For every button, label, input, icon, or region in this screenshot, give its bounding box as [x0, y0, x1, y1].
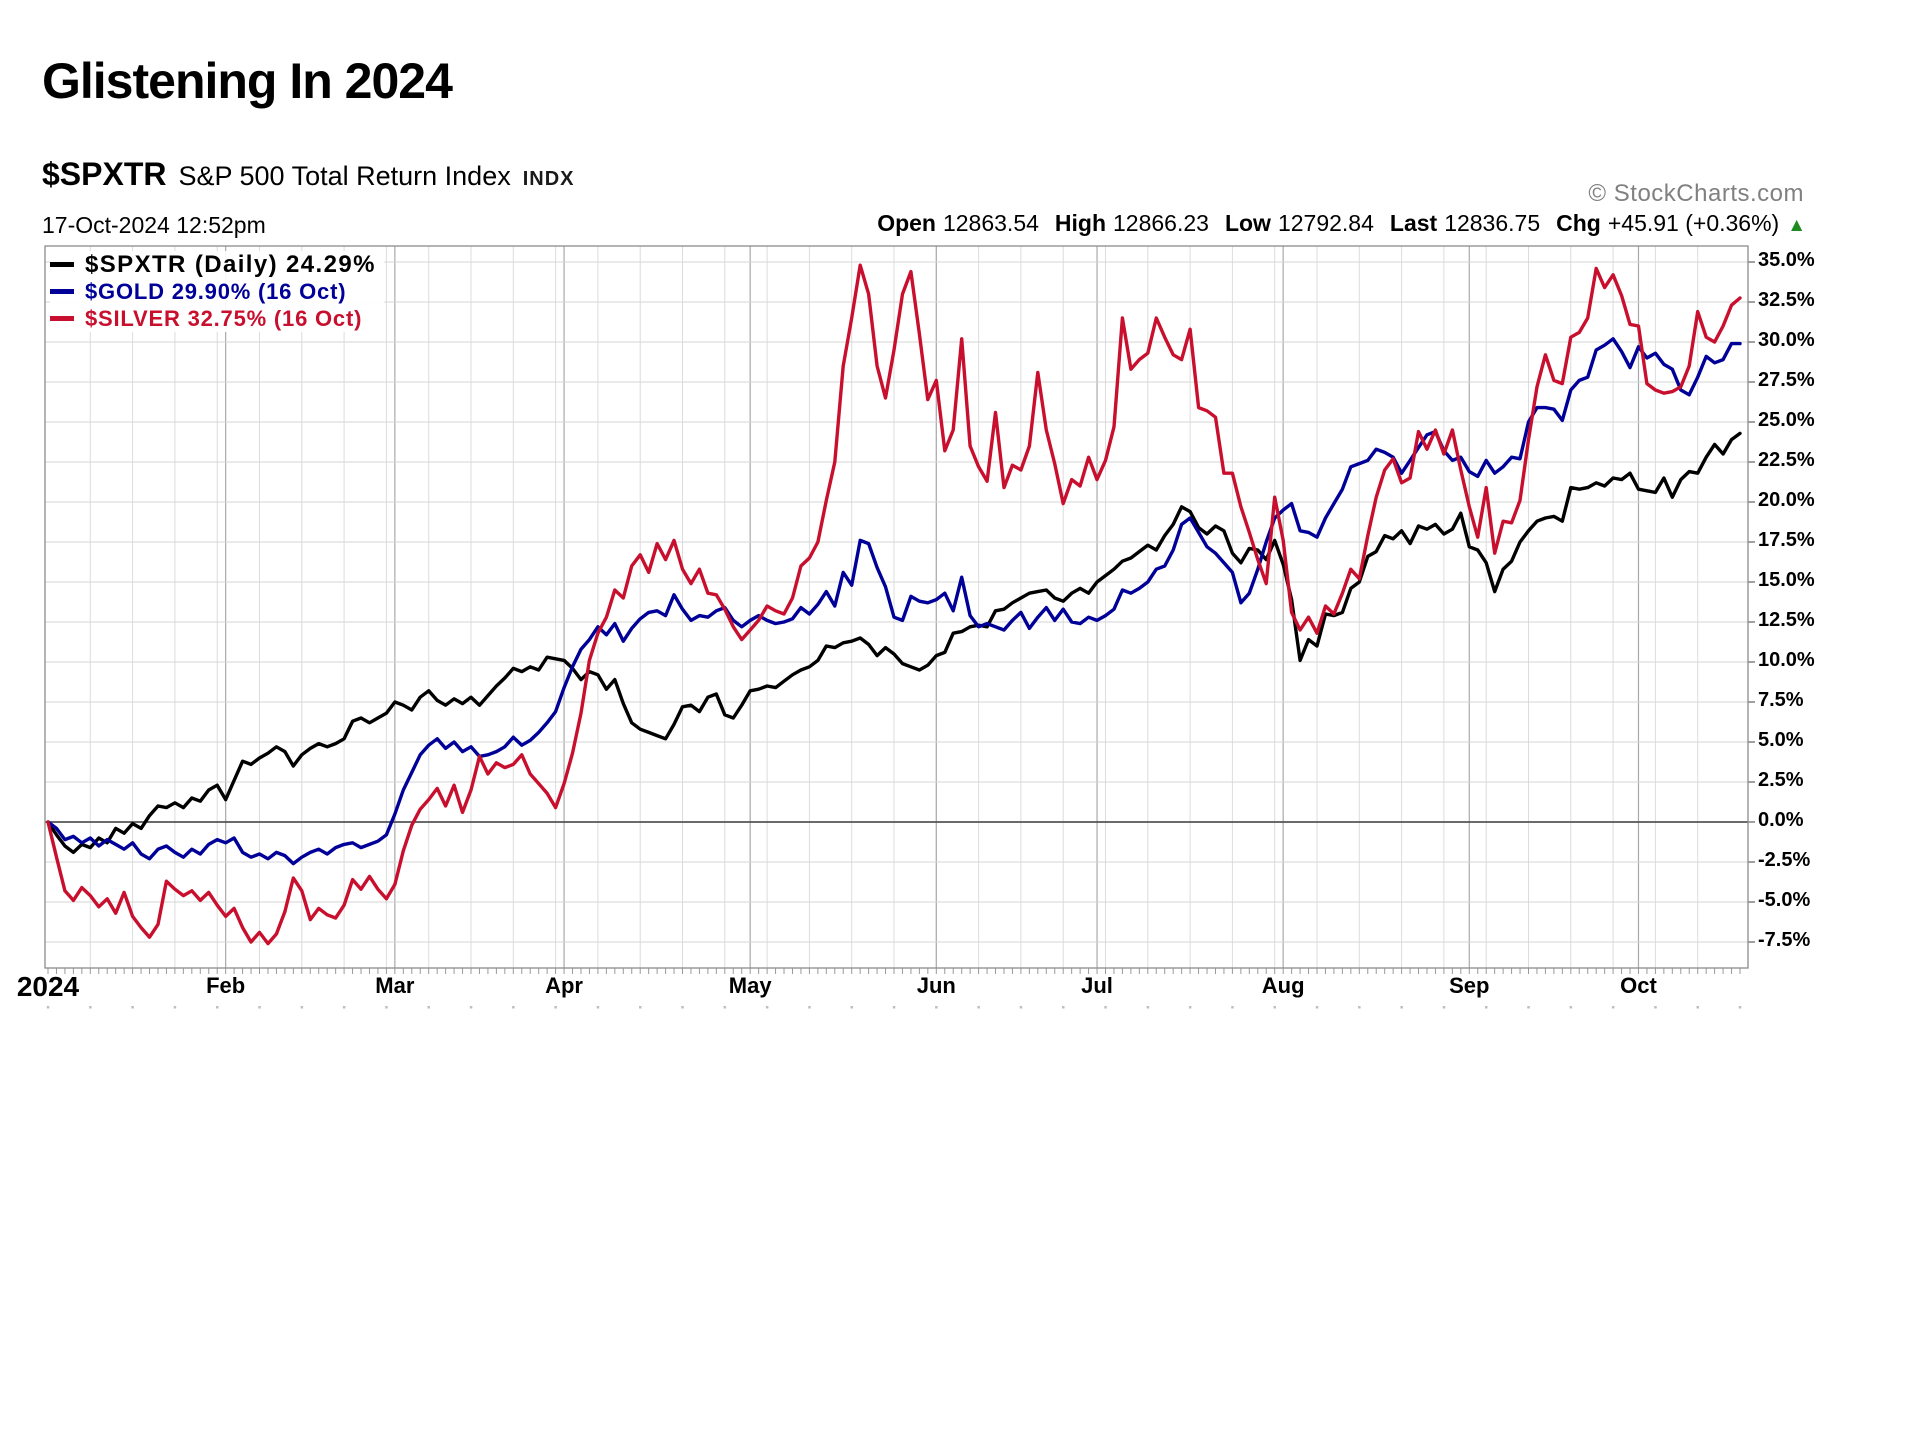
ticker-symbol: $SPXTR — [42, 156, 167, 192]
x-axis-tick-label: 2024 — [16, 971, 80, 1002]
legend-label: $SPXTR (Daily) 24.29% — [85, 250, 376, 278]
x-axis-tick-label: Feb — [206, 973, 246, 998]
y-axis-tick-label: 20.0% — [1758, 489, 1815, 511]
chart-header: $SPXTR S&P 500 Total Return Index INDX — [42, 156, 575, 193]
legend-item-2: $SILVER 32.75% (16 Oct) — [50, 305, 384, 332]
y-axis-tick-label: -2.5% — [1758, 849, 1811, 871]
y-axis-tick-label: 10.0% — [1758, 649, 1815, 671]
y-axis-tick-label: 25.0% — [1758, 409, 1815, 431]
chart-plot-area — [44, 245, 1755, 1009]
y-axis-tick-label: 0.0% — [1758, 809, 1804, 831]
ticker-name: S&P 500 Total Return Index — [178, 161, 511, 191]
legend-swatch-icon — [50, 262, 74, 267]
chart-legend: $SPXTR (Daily) 24.29% $GOLD 29.90% (16 Oc… — [50, 251, 384, 332]
legend-item-0: $SPXTR (Daily) 24.29% — [50, 251, 384, 278]
y-axis-tick-label: 30.0% — [1758, 329, 1815, 351]
legend-label: $GOLD 29.90% (16 Oct) — [85, 278, 347, 304]
quote-summary-row: Open 12863.54 High 12866.23 Low 12792.84… — [400, 210, 1806, 237]
x-axis-tick-label: Oct — [1620, 973, 1657, 998]
last-value: 12836.75 — [1444, 210, 1541, 236]
y-axis-tick-label: 27.5% — [1758, 369, 1815, 391]
y-axis-tick-label: 17.5% — [1758, 529, 1815, 551]
x-axis-tick-label: May — [728, 973, 772, 998]
series-line-spxtrdaily — [46, 431, 1742, 855]
stockcharts-watermark: © StockCharts.com — [1588, 180, 1804, 207]
up-arrow-icon: ▲ — [1787, 215, 1806, 236]
page-title: Glistening In 2024 — [42, 53, 453, 109]
quote-datetime: 17-Oct-2024 12:52pm — [42, 212, 266, 238]
y-axis-tick-label: 12.5% — [1758, 609, 1815, 631]
y-axis-tick-label: 5.0% — [1758, 729, 1804, 751]
legend-swatch-icon — [50, 316, 74, 321]
low-label: Low — [1224, 210, 1271, 236]
high-label: High — [1054, 210, 1107, 236]
chg-label: Chg — [1556, 210, 1601, 236]
legend-swatch-icon — [50, 289, 74, 294]
open-label: Open — [877, 210, 936, 236]
x-axis-tick-label: Mar — [375, 973, 415, 998]
y-axis-tick-label: 7.5% — [1758, 689, 1804, 711]
legend-label: $SILVER 32.75% (16 Oct) — [85, 305, 363, 331]
x-axis-tick-label: Sep — [1449, 973, 1490, 998]
legend-item-1: $GOLD 29.90% (16 Oct) — [50, 278, 384, 305]
high-value: 12866.23 — [1113, 210, 1209, 236]
y-axis-tick-label: 35.0% — [1758, 249, 1815, 271]
y-axis-tick-label: 15.0% — [1758, 569, 1815, 591]
y-axis-tick-label: -7.5% — [1758, 929, 1811, 951]
exchange-label: INDX — [522, 168, 575, 190]
last-label: Last — [1389, 210, 1438, 236]
y-axis-tick-label: 32.5% — [1758, 289, 1815, 311]
x-axis-tick-label: Jun — [916, 973, 956, 998]
low-value: 12792.84 — [1277, 210, 1374, 236]
x-axis-tick-label: Jul — [1081, 973, 1113, 998]
open-value: 12863.54 — [942, 210, 1039, 236]
series-line-silver — [46, 263, 1742, 946]
chg-value: +45.91 (+0.36%) — [1607, 210, 1780, 236]
y-axis-tick-label: 22.5% — [1758, 449, 1815, 471]
y-axis-tick-label: -5.0% — [1758, 889, 1811, 911]
x-axis-tick-label: Apr — [545, 973, 583, 998]
y-axis-tick-label: 2.5% — [1758, 769, 1804, 791]
x-axis-tick-label: Aug — [1261, 973, 1305, 998]
